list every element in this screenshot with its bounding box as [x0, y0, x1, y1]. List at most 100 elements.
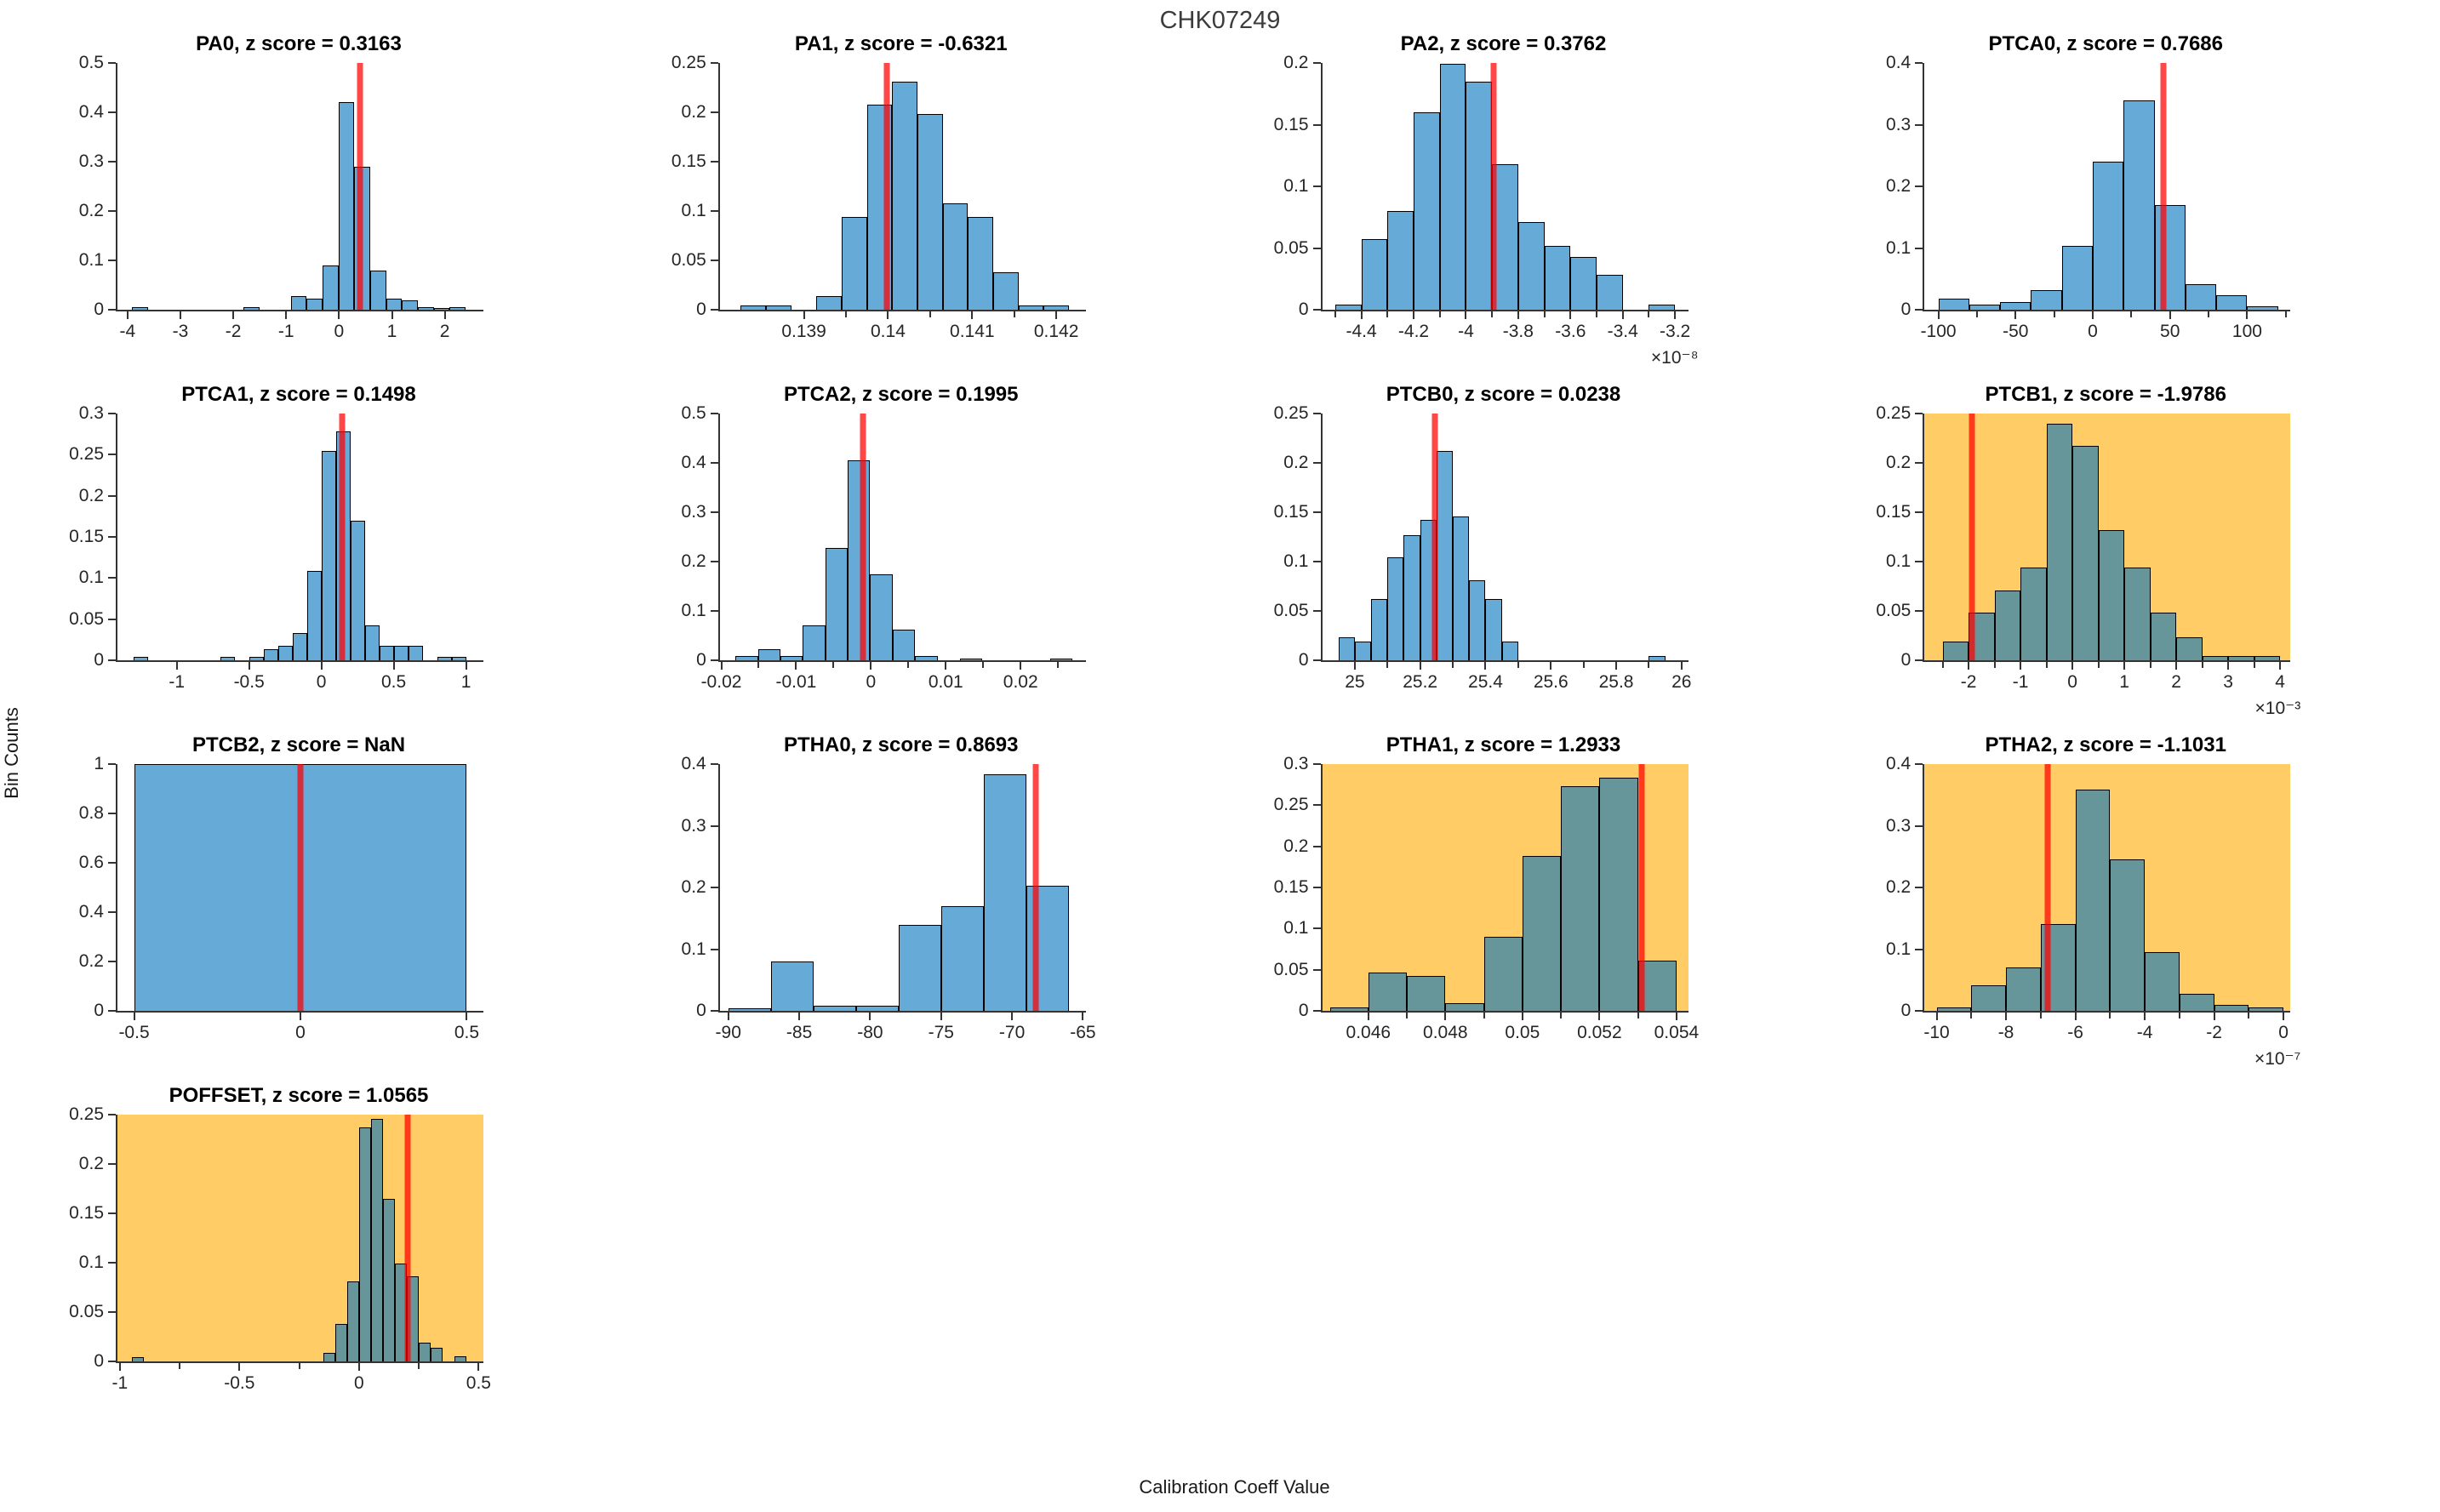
histogram-bar [842, 216, 867, 310]
y-tick-label: 0.2 [1283, 836, 1309, 856]
y-tick-label: 0.6 [78, 853, 104, 872]
y-tick-label: 0.1 [1283, 176, 1309, 196]
x-tick-label: -2 [2206, 1023, 2222, 1042]
histogram-bar [277, 645, 293, 660]
x-tick-label: 0.139 [781, 322, 826, 341]
histogram-bar [2020, 567, 2047, 660]
figure-x-axis-label: Calibration Coeff Value [1139, 1476, 1330, 1498]
x-minor-tick-mark [2053, 311, 2055, 317]
x-minor-tick-mark [1334, 311, 1336, 317]
y-tick-label: 0.2 [1886, 176, 1911, 196]
x-minor-tick-mark [1483, 1013, 1485, 1018]
x-minor-tick-mark [1582, 662, 1585, 668]
y-tick-mark [108, 1361, 116, 1362]
histogram-bar [1517, 222, 1545, 310]
y-tick-label: 0.1 [1886, 939, 1911, 959]
y-tick-mark [1915, 62, 1923, 64]
histogram-bar [1387, 211, 1414, 310]
y-tick-label: 0.5 [78, 53, 104, 72]
y-tick-label: 0.3 [681, 502, 706, 522]
y-tick-mark [710, 561, 718, 562]
x-tick-mark [465, 662, 467, 670]
x-tick-mark [357, 1363, 360, 1371]
y-tick-mark [710, 161, 718, 163]
y-tick-mark [108, 161, 116, 163]
y-tick-mark [108, 413, 116, 414]
x-minor-tick-mark [1386, 662, 1389, 668]
x-tick-mark [179, 311, 181, 319]
histogram-bar [132, 307, 149, 310]
x-tick-label: -3 [172, 322, 189, 341]
x-minor-tick-mark [2284, 311, 2287, 317]
y-tick-mark [1915, 1010, 1923, 1012]
x-tick-label: 0.142 [1033, 322, 1079, 341]
subplot-ptca2: PTCA2, z score = 0.1995 0 0.1 0.2 0.3 0.4 0.5 -… [640, 379, 1227, 730]
y-tick-label: 0 [94, 650, 104, 670]
x-tick-mark [392, 662, 395, 670]
histogram-bar [1522, 856, 1562, 1011]
y-tick-mark [1312, 511, 1321, 513]
y-tick-label: 0.2 [78, 1154, 104, 1173]
x-tick-mark [466, 1013, 468, 1020]
x-tick-label: 0 [295, 1023, 306, 1042]
x-tick-label: 0.054 [1654, 1023, 1700, 1042]
y-tick-mark [108, 260, 116, 261]
y-tick-label: 0.25 [671, 53, 706, 72]
histogram-bar [1544, 245, 1571, 310]
x-tick-label: 0 [866, 672, 877, 692]
x-tick-mark [2020, 662, 2022, 670]
y-tick-mark [1312, 763, 1321, 765]
histogram-bar [419, 1342, 431, 1361]
x-tick-label: -4 [1458, 322, 1474, 341]
x-tick-label: 1 [460, 672, 471, 692]
x-tick-mark [798, 1013, 801, 1020]
y-tick-label: 0.1 [1283, 551, 1309, 571]
y-tick-label: 0.4 [1886, 754, 1911, 773]
x-tick-mark [1465, 311, 1467, 319]
histogram-bar [825, 548, 849, 660]
histogram-bar [1485, 599, 1502, 660]
histogram-bar [346, 1281, 359, 1361]
subplot-grid: PA0, z score = 0.3163 0 0.1 0.2 0.3 0.4 0.5 -4 -… [37, 29, 2431, 1431]
target-value-line [2160, 63, 2167, 310]
y-tick-label: 0.3 [1886, 815, 1911, 836]
y-tick-mark [1915, 659, 1923, 661]
x-tick-mark [443, 311, 446, 319]
x-tick-label: -3.2 [1660, 322, 1691, 341]
y-tick-label: 0.2 [1283, 453, 1309, 472]
x-tick-mark [1082, 1013, 1084, 1020]
x-tick-mark [338, 311, 340, 319]
y-tick-label: 0.1 [1283, 918, 1309, 939]
histogram-bar [454, 1356, 467, 1361]
histogram-bar [2093, 162, 2124, 310]
x-tick-label: -1 [111, 1373, 129, 1393]
y-tick-label: 0.5 [681, 403, 706, 423]
histogram-bar [2061, 245, 2093, 310]
y-tick-mark [1312, 968, 1321, 971]
histogram-bar [1329, 1007, 1369, 1011]
axis-exponent-label: ×10⁻³ [2254, 699, 2301, 718]
subplot-ptha0: PTHA0, z score = 0.8693 0 0.1 0.2 0.3 0.4 -90 -… [640, 730, 1227, 1081]
x-tick-mark [1020, 662, 1022, 670]
y-tick-label: 0.4 [681, 754, 706, 773]
x-tick-label: -100 [1920, 322, 1957, 341]
x-minor-tick-mark [2109, 1013, 2111, 1018]
histogram-bar [449, 307, 466, 310]
y-tick-mark [1915, 413, 1923, 414]
x-minor-tick-mark [1560, 1013, 1563, 1018]
y-tick-label: 0 [696, 300, 706, 319]
plot-title: PTCB1, z score = -1.9786 [1985, 383, 2226, 406]
y-tick-mark [1312, 62, 1321, 64]
x-minor-tick-mark [1941, 662, 1944, 668]
histogram-bar [402, 300, 418, 310]
x-tick-mark [2279, 662, 2282, 670]
plot-axes: 0 0.1 0.2 0.3 0.4 -90 -85 -80 -75 -70 -65 [682, 754, 1096, 1042]
plot-title: PTHA2, z score = -1.1031 [1985, 733, 2226, 756]
y-tick-label: 0 [1900, 300, 1911, 319]
histogram-bar [2075, 789, 2111, 1011]
x-tick-label: 25.2 [1403, 672, 1438, 692]
y-tick-mark [1915, 462, 1923, 464]
x-tick-label: -4.4 [1346, 322, 1377, 341]
y-tick-label: 0.1 [681, 939, 706, 959]
y-tick-mark [108, 536, 116, 538]
